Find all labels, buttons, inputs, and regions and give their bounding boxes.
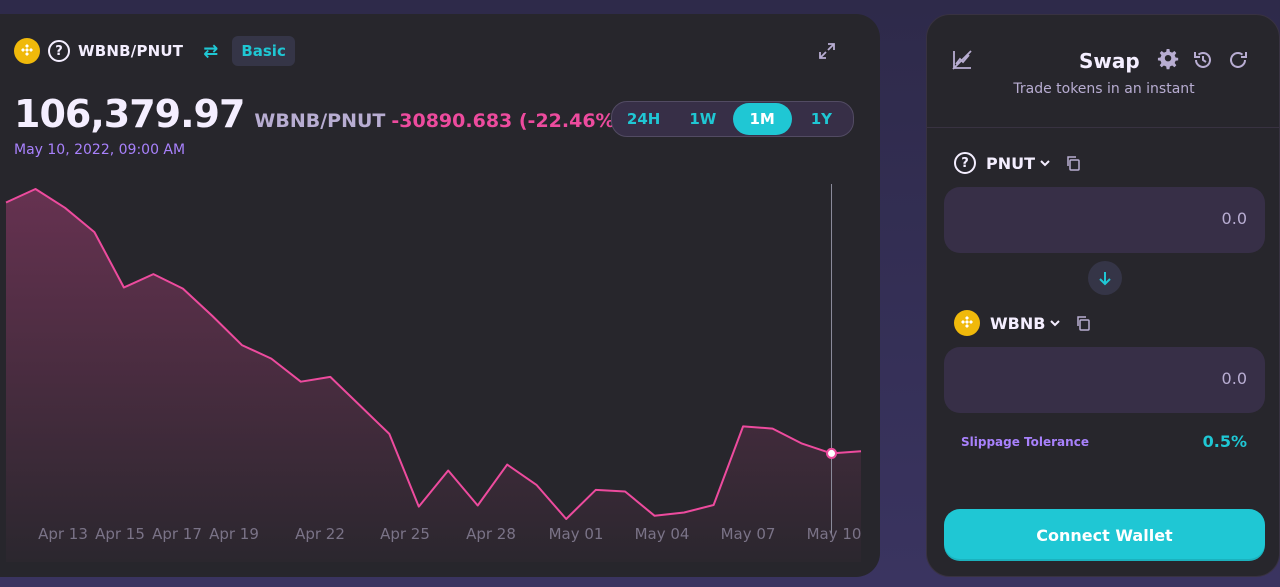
arrow-down-icon — [1099, 272, 1111, 286]
chevron-down-icon — [1040, 160, 1050, 167]
pair-name: WBNB/PNUT — [78, 42, 184, 60]
time-range-selector: 24H 1W 1M 1Y — [611, 101, 854, 137]
x-axis-tick-label: May 10 — [807, 525, 862, 543]
range-tab-1m[interactable]: 1M — [732, 103, 792, 135]
price-chart-panel: Apr 13 Apr 15 Apr 17 Apr 19 Apr 22 Apr 25 Apr … — [0, 14, 880, 577]
x-axis-tick-label: Apr 15 — [95, 525, 145, 543]
chart-toggle-icon[interactable] — [951, 49, 973, 71]
bnb-token-icon — [14, 38, 40, 64]
expand-icon[interactable] — [817, 41, 837, 61]
unknown-token-icon: ? — [48, 40, 70, 62]
from-amount-input[interactable]: 0.0 — [944, 187, 1265, 253]
chevron-down-icon — [1050, 320, 1061, 327]
chart-highlight-point — [826, 447, 838, 459]
price-change: -30890.683 (-22.46%) — [391, 110, 624, 132]
x-axis-tick-label: Apr 28 — [466, 525, 516, 543]
switch-direction-button[interactable] — [1088, 261, 1122, 295]
connect-wallet-button[interactable]: Connect Wallet — [944, 509, 1265, 561]
x-axis-tick-label: May 01 — [549, 525, 604, 543]
gear-icon[interactable] — [1157, 49, 1179, 71]
unknown-token-icon: ? — [954, 152, 976, 174]
x-axis-tick-label: May 07 — [721, 525, 776, 543]
chart-area-fill — [6, 189, 861, 562]
bnb-token-icon — [954, 310, 980, 336]
x-axis-tick-label: Apr 19 — [209, 525, 259, 543]
x-axis-tick-label: Apr 22 — [295, 525, 345, 543]
slippage-label: Slippage Tolerance — [961, 435, 1089, 449]
to-amount-value: 0.0 — [1221, 369, 1247, 388]
to-amount-input[interactable]: 0.0 — [944, 347, 1265, 413]
x-axis-tick-label: Apr 13 — [38, 525, 88, 543]
price-pair-label: WBNB/PNUT — [254, 110, 386, 132]
from-amount-value: 0.0 — [1221, 209, 1247, 228]
from-token-selector[interactable]: ? PNUT — [954, 151, 1081, 175]
swap-header: Swap Trade tokens in an instant — [927, 15, 1279, 128]
range-tab-24h[interactable]: 24H — [626, 110, 661, 128]
to-token-selector[interactable]: WBNB — [954, 310, 1091, 336]
refresh-icon[interactable] — [1227, 49, 1249, 71]
x-axis-tick-label: May 04 — [635, 525, 690, 543]
copy-icon[interactable] — [1075, 315, 1091, 331]
price-summary: 106,379.97 WBNB/PNUT -30890.683 (-22.46%… — [14, 92, 623, 136]
swap-subtitle: Trade tokens in an instant — [1013, 81, 1195, 97]
slippage-value[interactable]: 0.5% — [1202, 432, 1247, 451]
from-token-name: PNUT — [986, 153, 1036, 173]
history-icon[interactable] — [1192, 49, 1214, 71]
x-axis-tick-label: Apr 17 — [152, 525, 202, 543]
range-tab-1w[interactable]: 1W — [689, 110, 717, 128]
x-axis-tick-label: Apr 25 — [380, 525, 430, 543]
swap-panel: Swap Trade tokens in an instant ? PNUT 0… — [926, 14, 1280, 577]
swap-title: Swap — [1079, 49, 1140, 73]
price-date: May 10, 2022, 09:00 AM — [14, 142, 186, 158]
view-mode-button[interactable]: Basic — [232, 36, 295, 66]
pair-header: ? WBNB/PNUT ⇄ Basic — [14, 36, 295, 66]
current-price: 106,379.97 — [14, 92, 245, 136]
swap-pair-icon[interactable]: ⇄ — [203, 40, 219, 62]
copy-icon[interactable] — [1065, 155, 1081, 171]
range-tab-1y[interactable]: 1Y — [810, 110, 833, 128]
chart-price-line — [5, 188, 862, 520]
to-token-name: WBNB — [990, 313, 1046, 333]
price-chart[interactable]: Apr 13 Apr 15 Apr 17 Apr 19 Apr 22 Apr 25 Apr … — [0, 14, 880, 577]
